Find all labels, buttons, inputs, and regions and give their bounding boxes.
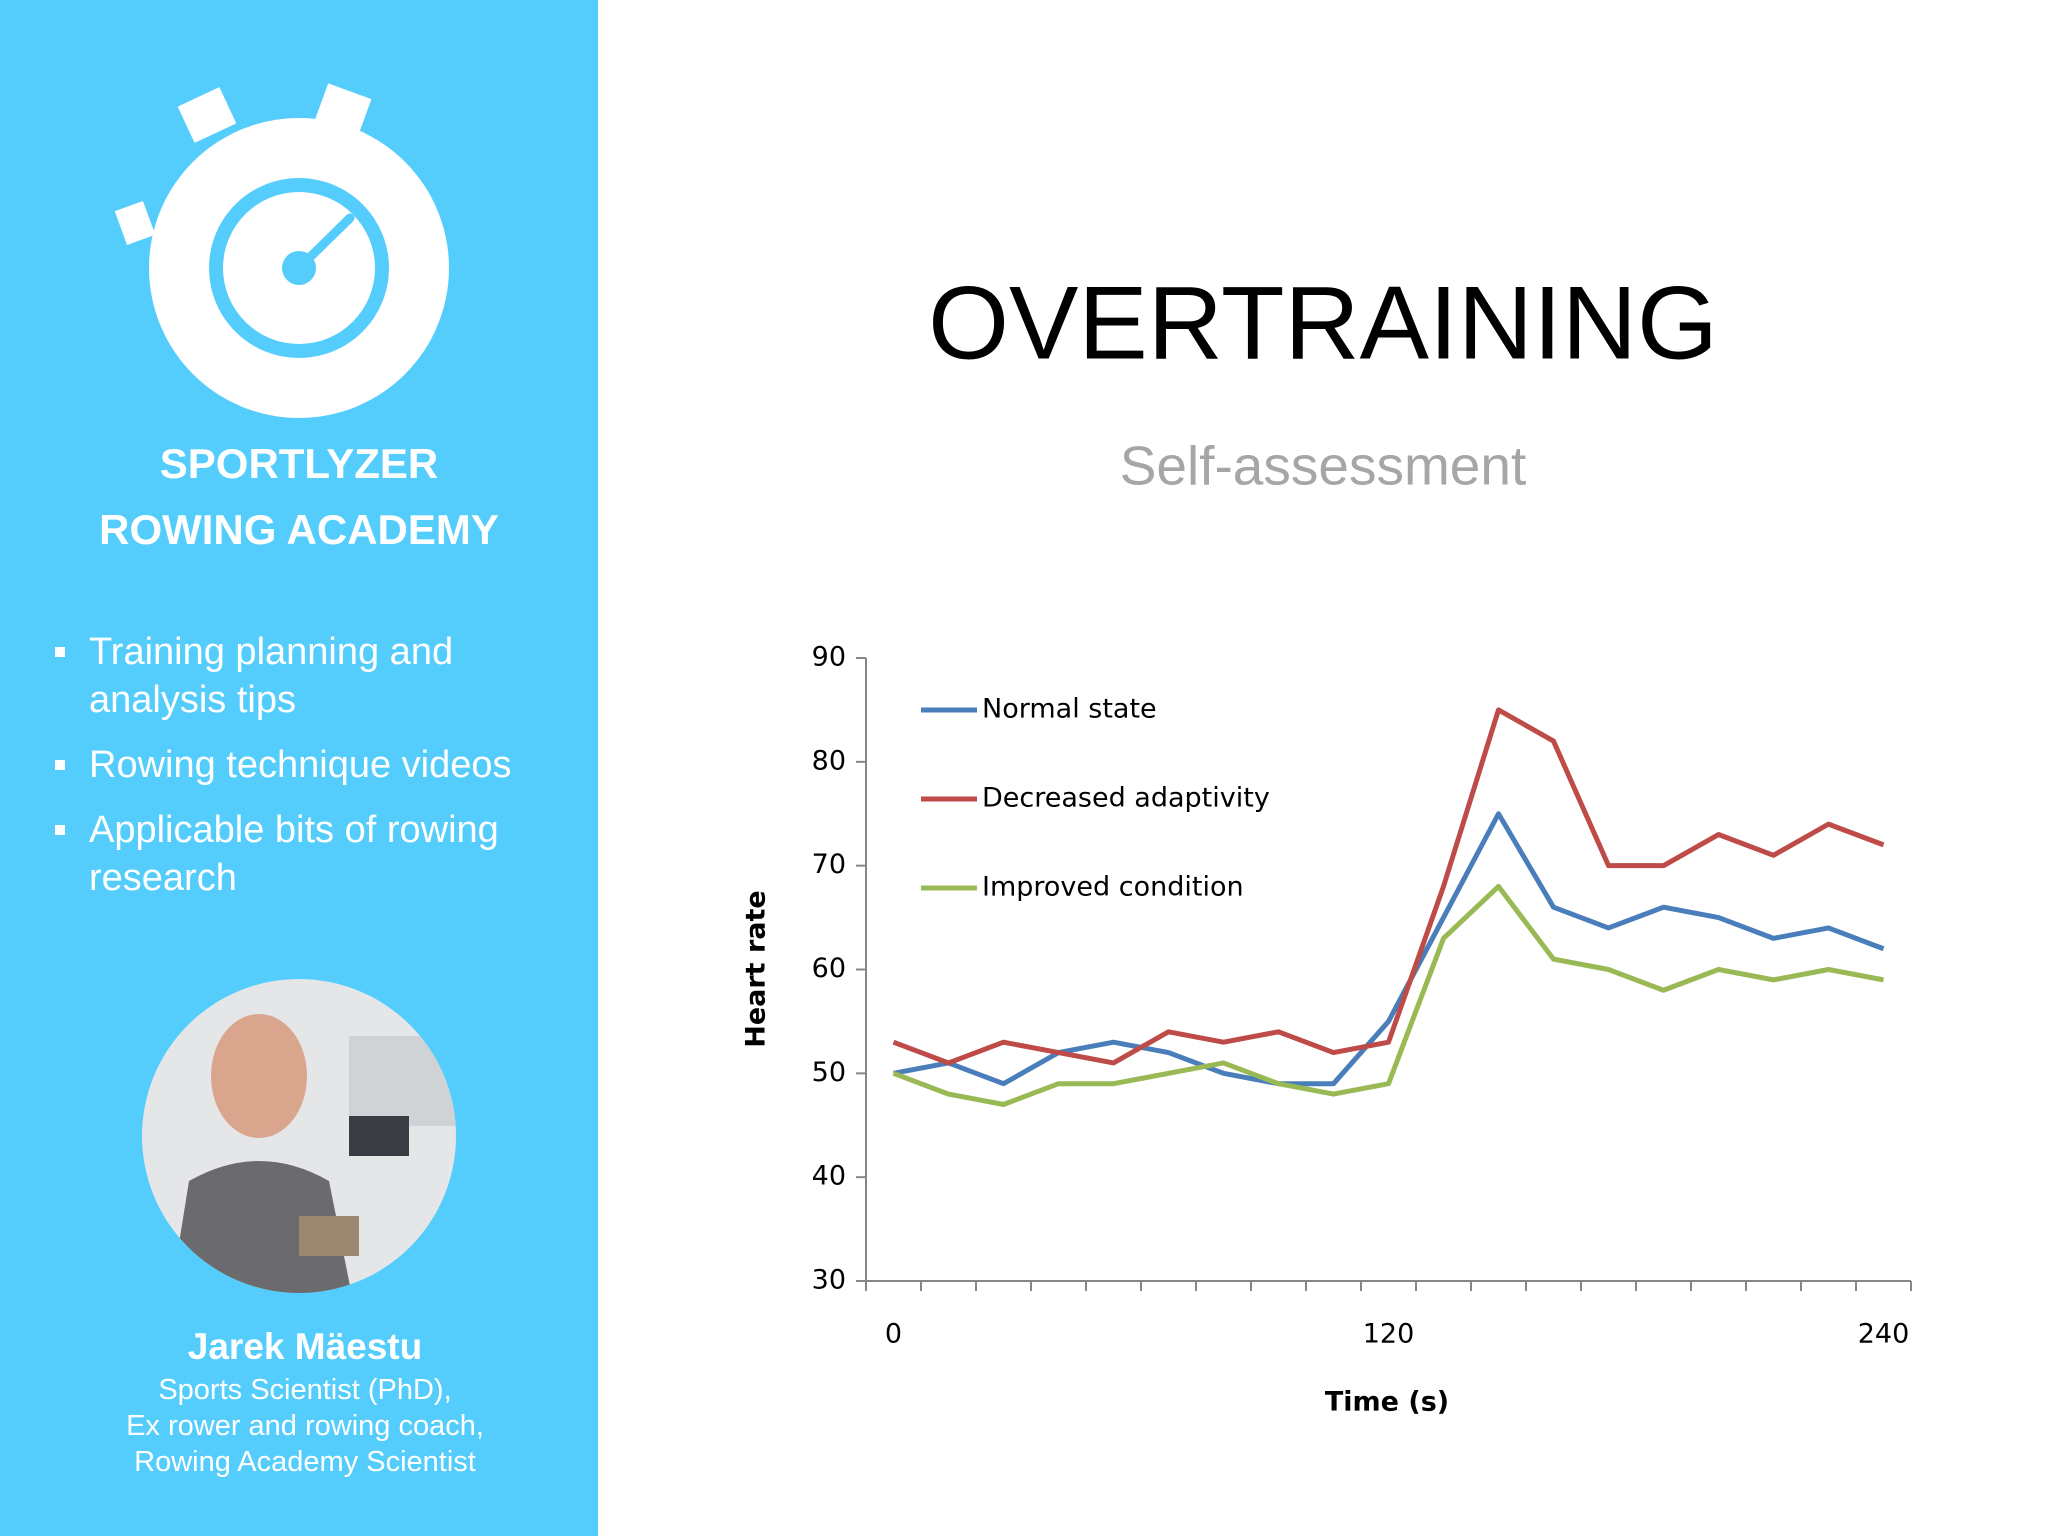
- bullet: Rowing technique videos: [50, 741, 550, 789]
- x-tick-label: 120: [1363, 1319, 1415, 1350]
- y-tick-label: 40: [812, 1161, 846, 1192]
- series-line: [892, 707, 1885, 1066]
- series-line: [892, 883, 1884, 1107]
- brand-line: SPORTLYZER: [159, 440, 439, 487]
- stopwatch-icon: [114, 83, 449, 418]
- y-tick-label: 60: [812, 953, 846, 984]
- sidebar: SPORTLYZER ROWING ACADEMY Training plann…: [0, 0, 598, 1536]
- author-line: Sports Scientist (PhD),: [158, 1374, 452, 1406]
- x-tick-label: 0: [885, 1319, 902, 1350]
- y-axis-label: Heart rate: [741, 890, 772, 1048]
- bullet-list: Training planning and analysis tips Rowi…: [50, 628, 550, 919]
- legend-label: Normal state: [982, 694, 1157, 725]
- author-photo: [142, 979, 456, 1293]
- slide-subtitle: Self-assessment: [1120, 435, 1527, 497]
- x-tick-label: 240: [1858, 1319, 1910, 1350]
- y-tick-label: 90: [812, 642, 846, 673]
- x-axis-label: Time (s): [1325, 1387, 1449, 1418]
- author-line: Rowing Academy Scientist: [134, 1446, 476, 1478]
- author-line: Ex rower and rowing coach,: [126, 1410, 484, 1442]
- slide-main: OVERTRAINING Self-assessment Time (s) He…: [741, 265, 1912, 1418]
- y-tick-label: 80: [812, 745, 846, 776]
- bullet: Applicable bits of rowing research: [50, 806, 550, 902]
- bullet: Training planning and analysis tips: [50, 628, 550, 724]
- y-tick-label: 50: [812, 1057, 846, 1088]
- legend-label: Decreased adaptivity: [982, 783, 1270, 814]
- y-tick-label: 70: [812, 849, 846, 880]
- slide-title: OVERTRAINING: [928, 265, 1718, 381]
- legend-label: Improved condition: [982, 872, 1244, 903]
- y-tick-label: 30: [812, 1265, 846, 1296]
- author-name: Jarek Mäestu: [187, 1326, 423, 1367]
- brand-line: ROWING ACADEMY: [99, 506, 499, 553]
